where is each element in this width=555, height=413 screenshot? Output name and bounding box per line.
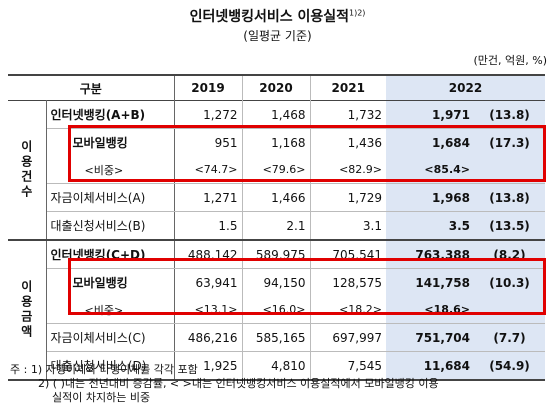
table-row: 모바일뱅킹 63,941 94,150 128,575 141,758 (10.… xyxy=(8,268,545,296)
stats-table: 구분 2019 2020 2021 2022 이용건수 인터넷뱅킹(A+B) 1… xyxy=(8,74,545,381)
cell-2021: 1,729 xyxy=(309,183,386,212)
row-name: 인터넷뱅킹(A+B) xyxy=(46,100,175,129)
footnote-2: 2) ( )내는 전년대비 증감률, < >내는 인터넷뱅킹서비스 이용실적에서… xyxy=(38,377,439,390)
header-2021: 2021 xyxy=(309,75,386,101)
cell-2022: <18.6> xyxy=(386,296,474,324)
cell-change: (13.8) xyxy=(474,183,545,212)
table-row: <비중> <13.1> <16.0> <18.2> <18.6> xyxy=(8,296,545,324)
row-name: 자금이체서비스(A) xyxy=(46,183,175,212)
section-label-count: 이용건수 xyxy=(8,100,47,241)
footnote-1: 주 : 1) 자행이체와 타행이체를 각각 포함 xyxy=(10,363,198,376)
table-row: 대출신청서비스(D) 1,925 4,810 7,545 11,684 (54.… xyxy=(8,351,545,380)
cell-2021: 697,997 xyxy=(309,323,386,352)
cell-2021: 3.1 xyxy=(309,211,386,240)
cell-2021: 1,436 xyxy=(309,128,386,156)
cell-2022: 1,968 xyxy=(386,183,474,212)
cell-2022: 11,684 xyxy=(386,351,474,380)
unit-label: (만건, 억원, %) xyxy=(473,54,547,67)
table-row: 자금이체서비스(A) 1,271 1,466 1,729 1,968 (13.8… xyxy=(8,183,545,212)
cell-change: (7.7) xyxy=(474,323,545,352)
cell-2020: 1,468 xyxy=(241,100,310,129)
page-subtitle: (일평균 기준) xyxy=(243,29,312,43)
cell-2022: 751,704 xyxy=(386,323,474,352)
cell-2019: 1,925 xyxy=(173,351,242,380)
header-2020: 2020 xyxy=(241,75,310,101)
table-header: 구분 2019 2020 2021 2022 xyxy=(8,75,545,101)
cell-2020: 4,810 xyxy=(241,351,310,380)
highlight-box-mobile-count xyxy=(68,125,546,182)
page-title: 인터넷뱅킹서비스 이용실적1)2) xyxy=(189,8,366,25)
row-name: 모바일뱅킹 xyxy=(46,128,175,156)
cell-2019: 1,271 xyxy=(173,183,242,212)
cell-2021: 128,575 xyxy=(309,268,386,296)
cell-2020: 585,165 xyxy=(241,323,310,352)
cell-change: (10.3) xyxy=(474,268,545,296)
footnote-2-cont: 실적이 차지하는 비중 xyxy=(52,391,151,404)
row-name: 대출신청서비스(D) xyxy=(46,351,175,380)
cell-2019: 486,216 xyxy=(173,323,242,352)
cell-change: (17.3) xyxy=(474,128,545,156)
cell-change: (13.5) xyxy=(474,211,545,240)
cell-2021: <18.2> xyxy=(309,296,386,324)
cell-2019: 63,941 xyxy=(173,268,242,296)
row-name: 인터넷뱅킹(C+D) xyxy=(46,240,175,269)
highlight-box-mobile-amount xyxy=(68,258,546,315)
row-name: 대출신청서비스(B) xyxy=(46,211,175,240)
cell-change xyxy=(474,296,545,324)
cell-2020: 94,150 xyxy=(241,268,310,296)
cell-2020: 1,466 xyxy=(241,183,310,212)
cell-2022: 3.5 xyxy=(386,211,474,240)
cell-2022: 1,684 xyxy=(386,128,474,156)
header-gubun: 구분 xyxy=(8,75,175,101)
table-row: 대출신청서비스(B) 1.5 2.1 3.1 3.5 (13.5) xyxy=(8,211,545,240)
cell-2022: 141,758 xyxy=(386,268,474,296)
section-label-amount: 이용금액 xyxy=(8,240,47,381)
cell-change: (54.9) xyxy=(474,351,545,380)
row-name: 모바일뱅킹 xyxy=(46,268,175,296)
table-row: 모바일뱅킹 951 1,168 1,436 1,684 (17.3) xyxy=(8,128,545,156)
cell-2019: 951 xyxy=(173,128,242,156)
row-name: 자금이체서비스(C) xyxy=(46,323,175,352)
header-2019: 2019 xyxy=(173,75,242,101)
cell-change: (13.8) xyxy=(474,100,545,129)
table-row: 자금이체서비스(C) 486,216 585,165 697,997 751,7… xyxy=(8,323,545,352)
cell-2019: 1.5 xyxy=(173,211,242,240)
cell-2019: 1,272 xyxy=(173,100,242,129)
header-2022: 2022 xyxy=(386,75,545,101)
cell-2021: 1,732 xyxy=(309,100,386,129)
cell-change: (8.2) xyxy=(474,240,545,269)
cell-2021: 7,545 xyxy=(309,351,386,380)
table-row: 이용건수 인터넷뱅킹(A+B) 1,272 1,468 1,732 1,971 … xyxy=(8,100,545,241)
cell-2022: 1,971 xyxy=(386,100,474,129)
cell-2020: 1,168 xyxy=(241,128,310,156)
footnotes: 주 : 1) 자행이체와 타행이체를 각각 포함 2) ( )내는 전년대비 증… xyxy=(10,363,439,405)
cell-2020: 2.1 xyxy=(241,211,310,240)
